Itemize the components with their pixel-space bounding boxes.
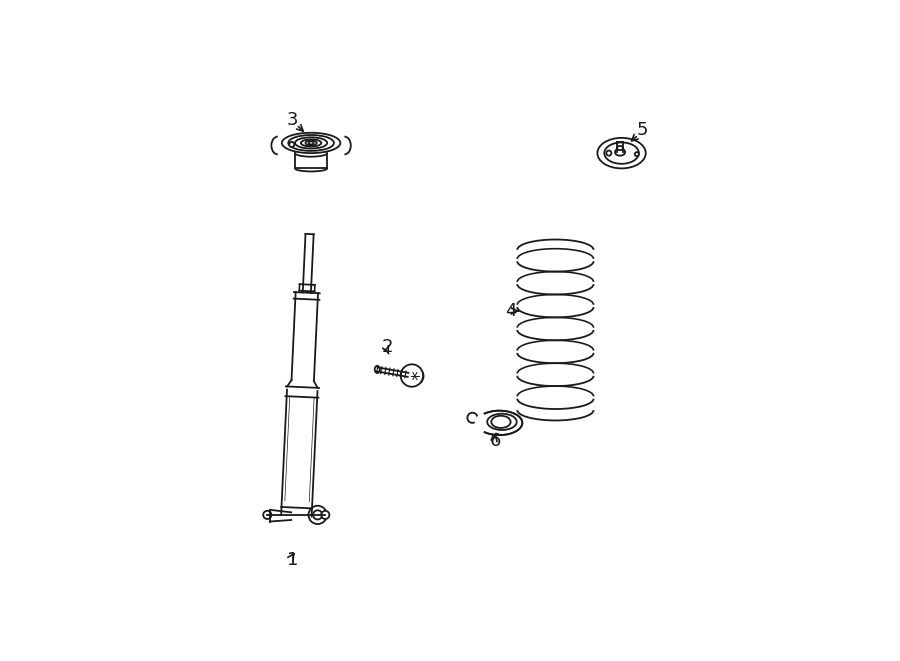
Ellipse shape bbox=[301, 139, 321, 147]
Circle shape bbox=[263, 511, 272, 519]
Ellipse shape bbox=[295, 137, 328, 149]
Ellipse shape bbox=[615, 149, 626, 156]
Circle shape bbox=[634, 152, 639, 156]
Ellipse shape bbox=[487, 414, 517, 430]
Circle shape bbox=[406, 368, 424, 385]
Text: 4: 4 bbox=[506, 302, 517, 320]
Circle shape bbox=[607, 151, 611, 156]
Ellipse shape bbox=[598, 138, 646, 169]
Circle shape bbox=[321, 511, 329, 519]
Circle shape bbox=[313, 510, 322, 520]
Text: 2: 2 bbox=[382, 338, 393, 356]
Text: 6: 6 bbox=[490, 432, 501, 449]
Text: 1: 1 bbox=[286, 551, 298, 569]
Circle shape bbox=[309, 506, 327, 524]
Circle shape bbox=[289, 142, 294, 147]
Ellipse shape bbox=[374, 366, 380, 373]
Ellipse shape bbox=[617, 146, 623, 150]
Ellipse shape bbox=[282, 133, 340, 153]
Text: 3: 3 bbox=[286, 111, 298, 129]
Ellipse shape bbox=[491, 416, 510, 428]
Ellipse shape bbox=[305, 140, 317, 145]
Circle shape bbox=[400, 364, 423, 387]
Ellipse shape bbox=[604, 142, 639, 164]
Circle shape bbox=[467, 412, 478, 423]
Ellipse shape bbox=[476, 410, 522, 435]
Ellipse shape bbox=[309, 141, 313, 145]
Ellipse shape bbox=[288, 135, 334, 151]
Text: 5: 5 bbox=[636, 121, 648, 139]
